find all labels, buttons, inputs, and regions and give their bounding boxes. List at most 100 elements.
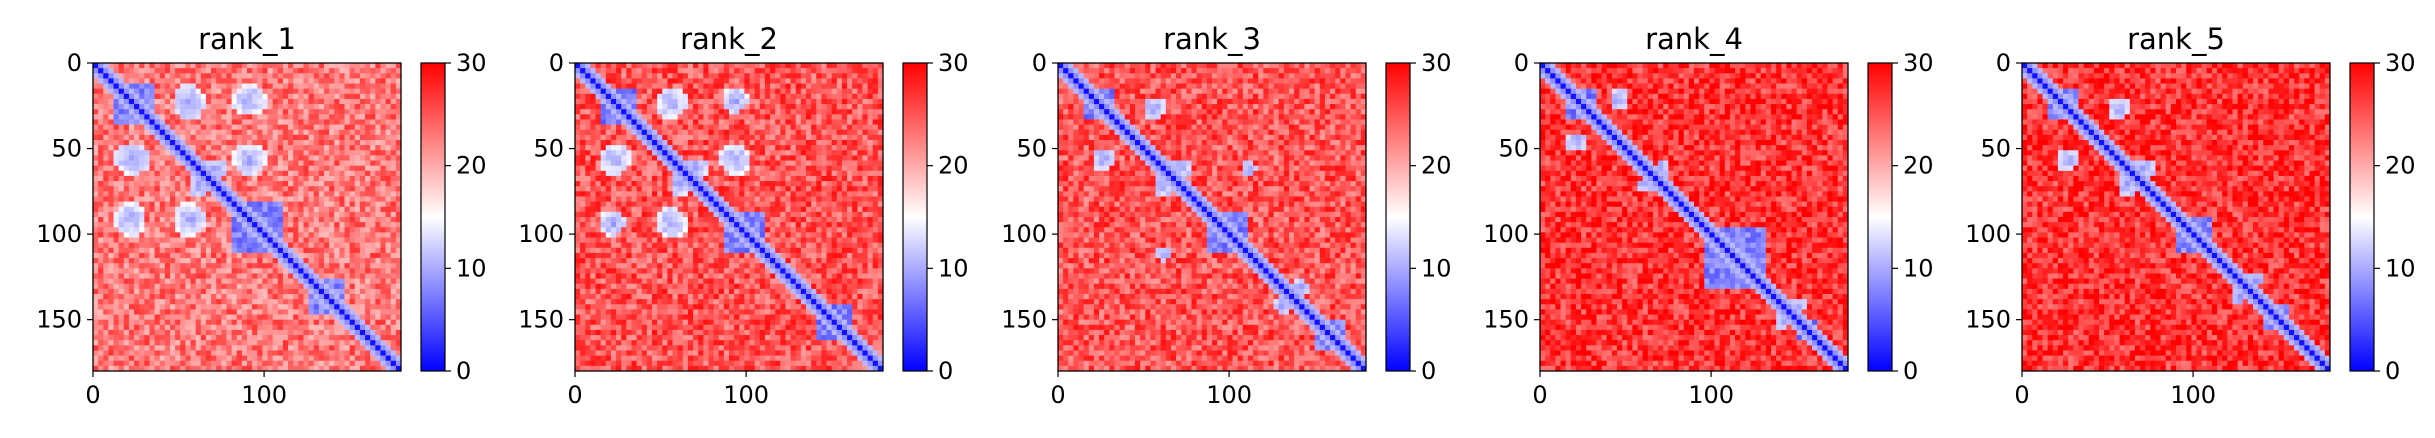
heatmap-cell xyxy=(221,170,227,177)
heatmap-cell xyxy=(298,78,304,84)
heatmap-cell xyxy=(103,242,109,249)
heatmap-cell xyxy=(395,294,402,300)
heatmap-cell xyxy=(149,288,155,295)
heatmap-cell xyxy=(626,160,632,167)
heatmap-cell xyxy=(708,134,714,141)
heatmap-cell xyxy=(185,88,191,95)
heatmap-cell xyxy=(359,268,366,274)
heatmap-cell xyxy=(324,345,330,351)
heatmap-cell xyxy=(334,83,340,90)
heatmap-cell xyxy=(339,155,345,161)
heatmap-cell xyxy=(621,155,627,161)
heatmap-cell xyxy=(170,145,176,151)
heatmap-cell xyxy=(744,104,750,110)
heatmap-cell xyxy=(703,140,709,146)
heatmap-cell xyxy=(216,63,222,69)
heatmap-cell xyxy=(159,78,166,84)
heatmap-cell xyxy=(339,247,345,254)
heatmap-cell xyxy=(216,232,222,238)
heatmap-cell xyxy=(349,258,356,264)
heatmap-cell xyxy=(775,129,781,136)
heatmap-cell xyxy=(370,170,376,177)
heatmap-cell xyxy=(667,68,673,74)
heatmap-cell xyxy=(370,129,376,136)
heatmap-cell xyxy=(324,98,330,105)
heatmap-cell xyxy=(329,304,335,310)
heatmap-cell xyxy=(211,360,217,367)
heatmap-cell xyxy=(610,68,617,74)
heatmap-cell xyxy=(195,165,202,172)
heatmap-cell xyxy=(200,211,207,218)
heatmap-cell xyxy=(118,232,125,238)
heatmap-cell xyxy=(354,211,361,218)
heatmap-cell xyxy=(780,104,786,110)
heatmap-cell xyxy=(370,360,376,367)
heatmap-cell xyxy=(282,165,289,172)
heatmap-cell xyxy=(626,124,632,131)
heatmap-cell xyxy=(170,227,176,233)
heatmap-cell xyxy=(390,319,397,326)
heatmap-cell xyxy=(370,237,376,244)
heatmap-cell xyxy=(123,345,130,351)
heatmap-cell xyxy=(370,98,376,105)
heatmap-cell xyxy=(687,165,694,172)
heatmap-cell xyxy=(600,104,607,110)
heatmap-cell xyxy=(190,170,197,177)
heatmap-cell xyxy=(718,98,725,105)
heatmap-cell xyxy=(277,206,284,213)
heatmap-cell xyxy=(298,104,304,110)
heatmap-cell xyxy=(354,73,361,79)
heatmap-cell xyxy=(703,98,709,105)
heatmap-cell xyxy=(272,165,279,172)
heatmap-cell xyxy=(698,78,704,84)
heatmap-cell xyxy=(108,324,114,331)
heatmap-cell xyxy=(698,73,704,79)
heatmap-cell xyxy=(395,278,402,285)
heatmap-cell xyxy=(375,299,381,305)
heatmap-cell xyxy=(282,160,289,167)
heatmap-cell xyxy=(395,350,402,356)
heatmap-cell xyxy=(154,345,161,351)
heatmap-cell xyxy=(123,340,130,346)
heatmap-cell xyxy=(139,160,145,167)
heatmap-cell xyxy=(390,93,397,100)
heatmap-cell xyxy=(831,63,838,69)
heatmap-cell xyxy=(247,165,253,172)
heatmap-cell xyxy=(118,175,125,182)
heatmap-cell xyxy=(734,114,740,120)
heatmap-cell xyxy=(113,324,120,331)
heatmap-cell xyxy=(308,335,315,341)
heatmap-cell xyxy=(134,278,140,285)
heatmap-cell xyxy=(149,186,155,192)
heatmap-cell xyxy=(288,263,294,269)
heatmap-cell xyxy=(641,175,648,182)
heatmap-cell xyxy=(282,242,289,249)
heatmap-cell xyxy=(313,140,320,146)
heatmap-cell xyxy=(277,217,284,223)
heatmap-cell xyxy=(252,155,258,161)
heatmap-cell xyxy=(739,104,745,110)
heatmap-cell xyxy=(226,319,232,326)
heatmap-cell xyxy=(847,88,853,95)
heatmap-cell xyxy=(785,114,791,120)
heatmap-cell xyxy=(154,155,161,161)
heatmap-cell xyxy=(375,124,381,131)
heatmap-cell xyxy=(277,252,284,259)
heatmap-cell xyxy=(257,93,263,100)
heatmap-cell xyxy=(93,201,99,208)
heatmap-cell xyxy=(749,170,756,177)
heatmap-cell xyxy=(375,335,381,341)
heatmap-cell xyxy=(170,140,176,146)
heatmap-cell xyxy=(205,294,212,300)
heatmap-cell xyxy=(93,335,99,341)
heatmap-cell xyxy=(370,273,376,279)
heatmap-cell xyxy=(113,145,120,151)
heatmap-cell xyxy=(113,278,120,285)
heatmap-cell xyxy=(164,134,171,141)
heatmap-cell xyxy=(241,263,248,269)
heatmap-cell xyxy=(775,145,781,151)
heatmap-cell xyxy=(595,83,602,90)
heatmap-cell xyxy=(631,175,637,182)
heatmap-cell xyxy=(93,329,99,336)
heatmap-cell xyxy=(231,232,238,238)
